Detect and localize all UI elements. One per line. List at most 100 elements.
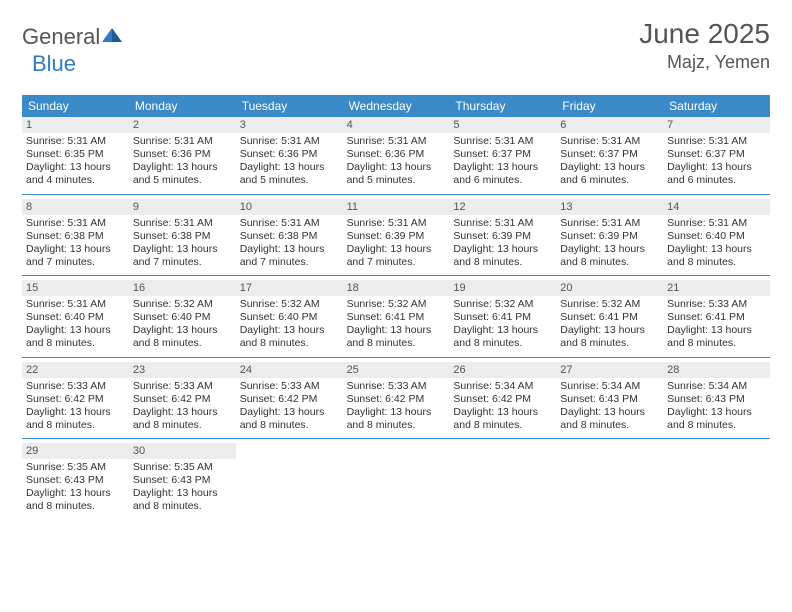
day-info: Sunrise: 5:31 AMSunset: 6:38 PMDaylight:… — [240, 217, 339, 270]
day-number: 15 — [22, 280, 129, 296]
day-number: 19 — [449, 280, 556, 296]
day-header: Wednesday — [343, 95, 450, 117]
day-info: Sunrise: 5:32 AMSunset: 6:41 PMDaylight:… — [453, 298, 552, 351]
day-cell: 21 Sunrise: 5:33 AMSunset: 6:41 PMDayligh… — [663, 280, 770, 357]
day-info: Sunrise: 5:35 AMSunset: 6:43 PMDaylight:… — [133, 461, 232, 514]
day-number: 30 — [129, 443, 236, 459]
day-info: Sunrise: 5:31 AMSunset: 6:38 PMDaylight:… — [26, 217, 125, 270]
week-row: 29Sunrise: 5:35 AMSunset: 6:43 PMDayligh… — [22, 443, 770, 520]
day-number: 2 — [129, 117, 236, 133]
month-title: June 2025 — [639, 18, 770, 50]
day-info: Sunrise: 5:33 AMSunset: 6:41 PMDaylight:… — [667, 298, 766, 351]
day-cell: 26 Sunrise: 5:34 AMSunset: 6:42 PMDayligh… — [449, 362, 556, 439]
day-info: Sunrise: 5:31 AMSunset: 6:39 PMDaylight:… — [560, 217, 659, 270]
day-cell: 18 Sunrise: 5:32 AMSunset: 6:41 PMDayligh… — [343, 280, 450, 357]
day-header: Saturday — [663, 95, 770, 117]
logo: General — [22, 18, 124, 50]
day-info: Sunrise: 5:34 AMSunset: 6:43 PMDaylight:… — [560, 380, 659, 433]
title-block: June 2025 Majz, Yemen — [639, 18, 770, 73]
day-info: Sunrise: 5:32 AMSunset: 6:41 PMDaylight:… — [347, 298, 446, 351]
day-header: Monday — [129, 95, 236, 117]
day-info: Sunrise: 5:35 AMSunset: 6:43 PMDaylight:… — [26, 461, 125, 514]
day-number: 1 — [22, 117, 129, 133]
day-number: 24 — [236, 362, 343, 378]
day-cell: . — [663, 443, 770, 520]
day-number: 21 — [663, 280, 770, 296]
day-info: Sunrise: 5:33 AMSunset: 6:42 PMDaylight:… — [26, 380, 125, 433]
day-cell: 9 Sunrise: 5:31 AMSunset: 6:38 PMDaylight… — [129, 199, 236, 276]
day-info: Sunrise: 5:31 AMSunset: 6:40 PMDaylight:… — [26, 298, 125, 351]
day-cell: 14Sunrise: 5:31 AMSunset: 6:40 PMDayligh… — [663, 199, 770, 276]
week-row: 15 Sunrise: 5:31 AMSunset: 6:40 PMDayligh… — [22, 280, 770, 358]
day-number: 17 — [236, 280, 343, 296]
day-number: 11 — [343, 199, 450, 215]
day-info: Sunrise: 5:31 AMSunset: 6:38 PMDaylight:… — [133, 217, 232, 270]
day-cell: 27Sunrise: 5:34 AMSunset: 6:43 PMDayligh… — [556, 362, 663, 439]
day-info: Sunrise: 5:31 AMSunset: 6:36 PMDaylight:… — [133, 135, 232, 188]
day-header-row: SundayMondayTuesdayWednesdayThursdayFrid… — [22, 95, 770, 117]
day-number: 20 — [556, 280, 663, 296]
day-cell: 4 Sunrise: 5:31 AMSunset: 6:36 PMDaylight… — [343, 117, 450, 194]
day-info: Sunrise: 5:31 AMSunset: 6:36 PMDaylight:… — [240, 135, 339, 188]
day-cell: 2 Sunrise: 5:31 AMSunset: 6:36 PMDaylight… — [129, 117, 236, 194]
day-header: Sunday — [22, 95, 129, 117]
day-number: 23 — [129, 362, 236, 378]
day-cell: 13 Sunrise: 5:31 AMSunset: 6:39 PMDayligh… — [556, 199, 663, 276]
day-info: Sunrise: 5:32 AMSunset: 6:40 PMDaylight:… — [240, 298, 339, 351]
day-cell: 10Sunrise: 5:31 AMSunset: 6:38 PMDayligh… — [236, 199, 343, 276]
day-info: Sunrise: 5:33 AMSunset: 6:42 PMDaylight:… — [240, 380, 339, 433]
day-header: Tuesday — [236, 95, 343, 117]
day-cell: 7 Sunrise: 5:31 AMSunset: 6:37 PMDaylight… — [663, 117, 770, 194]
day-cell: . — [449, 443, 556, 520]
day-number: 5 — [449, 117, 556, 133]
day-number: 25 — [343, 362, 450, 378]
day-cell: 28Sunrise: 5:34 AMSunset: 6:43 PMDayligh… — [663, 362, 770, 439]
day-cell: 15 Sunrise: 5:31 AMSunset: 6:40 PMDayligh… — [22, 280, 129, 357]
day-info: Sunrise: 5:33 AMSunset: 6:42 PMDaylight:… — [347, 380, 446, 433]
day-cell: 20Sunrise: 5:32 AMSunset: 6:41 PMDayligh… — [556, 280, 663, 357]
day-cell: 5 Sunrise: 5:31 AMSunset: 6:37 PMDaylight… — [449, 117, 556, 194]
logo-text-general: General — [22, 24, 100, 50]
day-number: 28 — [663, 362, 770, 378]
day-cell: 8Sunrise: 5:31 AMSunset: 6:38 PMDaylight… — [22, 199, 129, 276]
day-number: 9 — [129, 199, 236, 215]
day-number: 4 — [343, 117, 450, 133]
day-number: 26 — [449, 362, 556, 378]
day-info: Sunrise: 5:31 AMSunset: 6:40 PMDaylight:… — [667, 217, 766, 270]
day-info: Sunrise: 5:31 AMSunset: 6:36 PMDaylight:… — [347, 135, 446, 188]
day-cell: 24 Sunrise: 5:33 AMSunset: 6:42 PMDayligh… — [236, 362, 343, 439]
day-cell: 12 Sunrise: 5:31 AMSunset: 6:39 PMDayligh… — [449, 199, 556, 276]
day-cell: . — [236, 443, 343, 520]
day-number: 16 — [129, 280, 236, 296]
day-number: 6 — [556, 117, 663, 133]
day-number: 3 — [236, 117, 343, 133]
day-info: Sunrise: 5:31 AMSunset: 6:39 PMDaylight:… — [453, 217, 552, 270]
logo-text-blue: Blue — [32, 51, 76, 76]
day-info: Sunrise: 5:31 AMSunset: 6:35 PMDaylight:… — [26, 135, 125, 188]
week-row: 22 Sunrise: 5:33 AMSunset: 6:42 PMDayligh… — [22, 362, 770, 440]
calendar: SundayMondayTuesdayWednesdayThursdayFrid… — [22, 95, 770, 520]
day-number: 29 — [22, 443, 129, 459]
day-info: Sunrise: 5:34 AMSunset: 6:42 PMDaylight:… — [453, 380, 552, 433]
day-header: Friday — [556, 95, 663, 117]
day-cell: 3 Sunrise: 5:31 AMSunset: 6:36 PMDaylight… — [236, 117, 343, 194]
day-cell: 6 Sunrise: 5:31 AMSunset: 6:37 PMDaylight… — [556, 117, 663, 194]
week-row: 1 Sunrise: 5:31 AMSunset: 6:35 PMDaylight… — [22, 117, 770, 195]
day-number: 12 — [449, 199, 556, 215]
day-info: Sunrise: 5:31 AMSunset: 6:37 PMDaylight:… — [453, 135, 552, 188]
location: Majz, Yemen — [639, 52, 770, 73]
day-cell: 19 Sunrise: 5:32 AMSunset: 6:41 PMDayligh… — [449, 280, 556, 357]
day-info: Sunrise: 5:31 AMSunset: 6:37 PMDaylight:… — [560, 135, 659, 188]
day-number: 13 — [556, 199, 663, 215]
day-number: 7 — [663, 117, 770, 133]
day-number: 22 — [22, 362, 129, 378]
day-cell: 29 Sunrise: 5:35 AMSunset: 6:43 PMDayligh… — [22, 443, 129, 520]
day-number: 18 — [343, 280, 450, 296]
day-header: Thursday — [449, 95, 556, 117]
day-cell: 30 Sunrise: 5:35 AMSunset: 6:43 PMDayligh… — [129, 443, 236, 520]
day-cell: . — [556, 443, 663, 520]
day-info: Sunrise: 5:31 AMSunset: 6:37 PMDaylight:… — [667, 135, 766, 188]
logo-triangle-icon — [102, 28, 122, 42]
day-cell: . — [343, 443, 450, 520]
day-info: Sunrise: 5:31 AMSunset: 6:39 PMDaylight:… — [347, 217, 446, 270]
